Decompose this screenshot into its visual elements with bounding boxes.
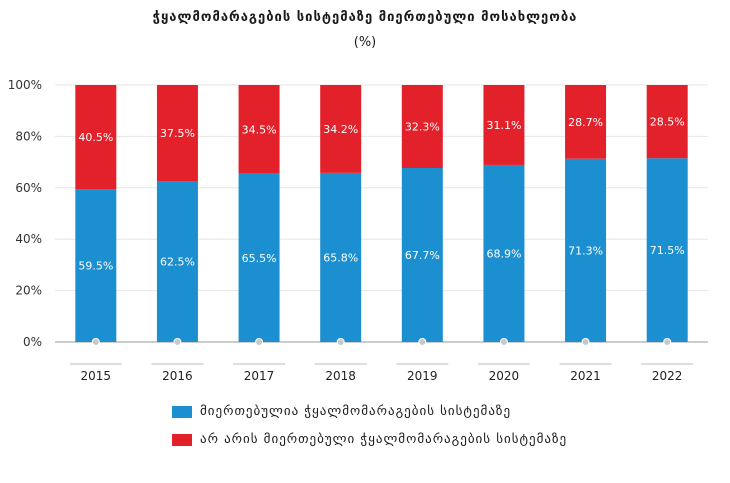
legend-swatch-not-connected [172,433,192,446]
bar-connected [483,164,525,342]
data-label-connected: 71.5% [650,244,685,257]
x-tick-label: 2017 [244,369,275,383]
axis-marker [91,338,100,346]
x-tick-label: 2019 [407,369,438,383]
data-label-connected: 68.9% [486,247,521,260]
bar-not-connected [401,85,443,169]
axis-marker [663,338,672,346]
bar-not-connected [238,85,280,174]
bar-not-connected [565,85,607,159]
axis-marker [173,338,182,346]
bar-not-connected [156,85,198,182]
data-label-connected: 62.5% [160,256,195,269]
chart-title: ჭყალმომარაგების სისტემაზე მიერთებული მოს… [152,10,578,25]
bar-not-connected [483,85,525,165]
x-tick-label: 2021 [570,369,601,383]
x-tick-label: 2016 [162,369,193,383]
y-tick-label: 60% [15,181,42,195]
data-label-connected: 67.7% [405,249,440,262]
data-label-not-connected: 37.5% [160,127,195,140]
y-tick-label: 20% [15,284,42,298]
x-tick-label: 2018 [325,369,356,383]
y-tick-label: 40% [15,232,42,246]
axis-marker [255,338,264,346]
legend-label-not-connected: არ არის მიერთებული ჭყალმომარაგების სისტე… [200,432,568,447]
bar-connected [238,173,280,342]
bar-connected [320,172,362,342]
bar-connected [646,158,688,342]
bar-connected [401,168,443,342]
bar-not-connected [646,85,688,159]
x-tick-label: 2022 [652,369,683,383]
data-label-not-connected: 28.7% [568,116,603,129]
data-label-not-connected: 32.3% [405,121,440,134]
axis-marker [581,338,590,346]
data-label-connected: 59.5% [78,260,113,273]
y-tick-label: 80% [15,129,42,143]
data-label-not-connected: 40.5% [78,131,113,144]
axis-marker [418,338,427,346]
x-tick-label: 2015 [81,369,112,383]
data-label-not-connected: 31.1% [486,119,521,132]
chart-area: 0% 20% 40% 60% 80% 100% 59.5% 40.5% 2015 62.5% 37.… [8,78,708,383]
legend-item-not-connected: არ არის მიერთებული ჭყალმომარაგების სისტე… [172,432,567,447]
data-label-connected: 65.8% [323,251,358,264]
bar-connected [75,189,117,342]
y-tick-label: 100% [8,78,42,92]
bar-connected [156,181,198,342]
data-label-not-connected: 28.5% [650,116,685,129]
legend-item-connected: მიერთებულია ჭყალმომარაგების სისტემაზე [172,404,511,419]
axis-marker [336,338,345,346]
y-tick-label: 0% [23,335,42,349]
legend-swatch-connected [172,405,192,418]
data-label-not-connected: 34.2% [323,123,358,136]
bar-not-connected [75,85,117,190]
x-tick-label: 2020 [489,369,520,383]
axis-marker [499,338,508,346]
chart-subtitle: (%) [353,35,377,50]
bar-connected [565,158,607,342]
data-label-connected: 71.3% [568,244,603,257]
data-label-connected: 65.5% [242,252,277,265]
data-label-not-connected: 34.5% [242,123,277,136]
legend-label-connected: მიერთებულია ჭყალმომარაგების სისტემაზე [200,404,512,419]
bar-not-connected [320,85,362,173]
